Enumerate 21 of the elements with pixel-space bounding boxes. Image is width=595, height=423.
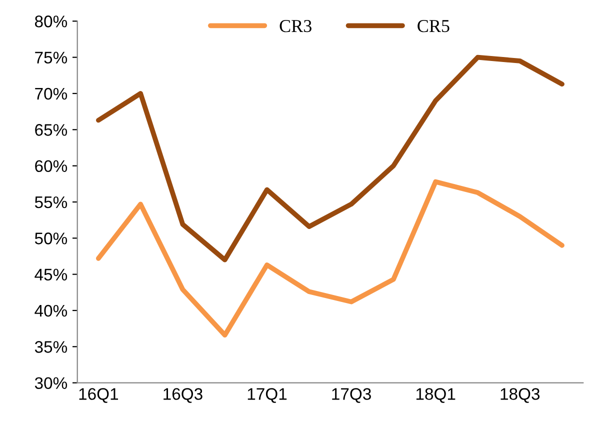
line-series — [96, 179, 564, 338]
y-tick-label: 70% — [35, 88, 68, 100]
y-tick-label: 50% — [34, 232, 68, 244]
legend-label: CR3 — [280, 20, 312, 32]
x-tick-label: 18Q3 — [500, 388, 540, 403]
x-tick-label: 17Q1 — [248, 388, 287, 403]
y-tick-label: 65% — [35, 124, 68, 136]
y-tick-label: 40% — [34, 304, 68, 317]
y-tick-label: 75% — [35, 52, 68, 64]
y-tick-label: 80% — [34, 16, 68, 28]
y-tick-label: 55% — [34, 196, 68, 208]
legend-label: CR5 — [418, 20, 450, 32]
line-series — [96, 54, 564, 262]
y-tick-label: 45% — [34, 268, 68, 281]
x-tick-label: 16Q1 — [79, 388, 118, 403]
y-tick-label: 35% — [34, 341, 68, 353]
x-tick-label: 17Q3 — [332, 388, 371, 403]
y-tick-label: 60% — [35, 160, 68, 172]
x-tick-label: 16Q3 — [164, 388, 202, 403]
y-tick-label: 30% — [34, 377, 68, 390]
x-tick-label: 18Q1 — [416, 388, 456, 403]
